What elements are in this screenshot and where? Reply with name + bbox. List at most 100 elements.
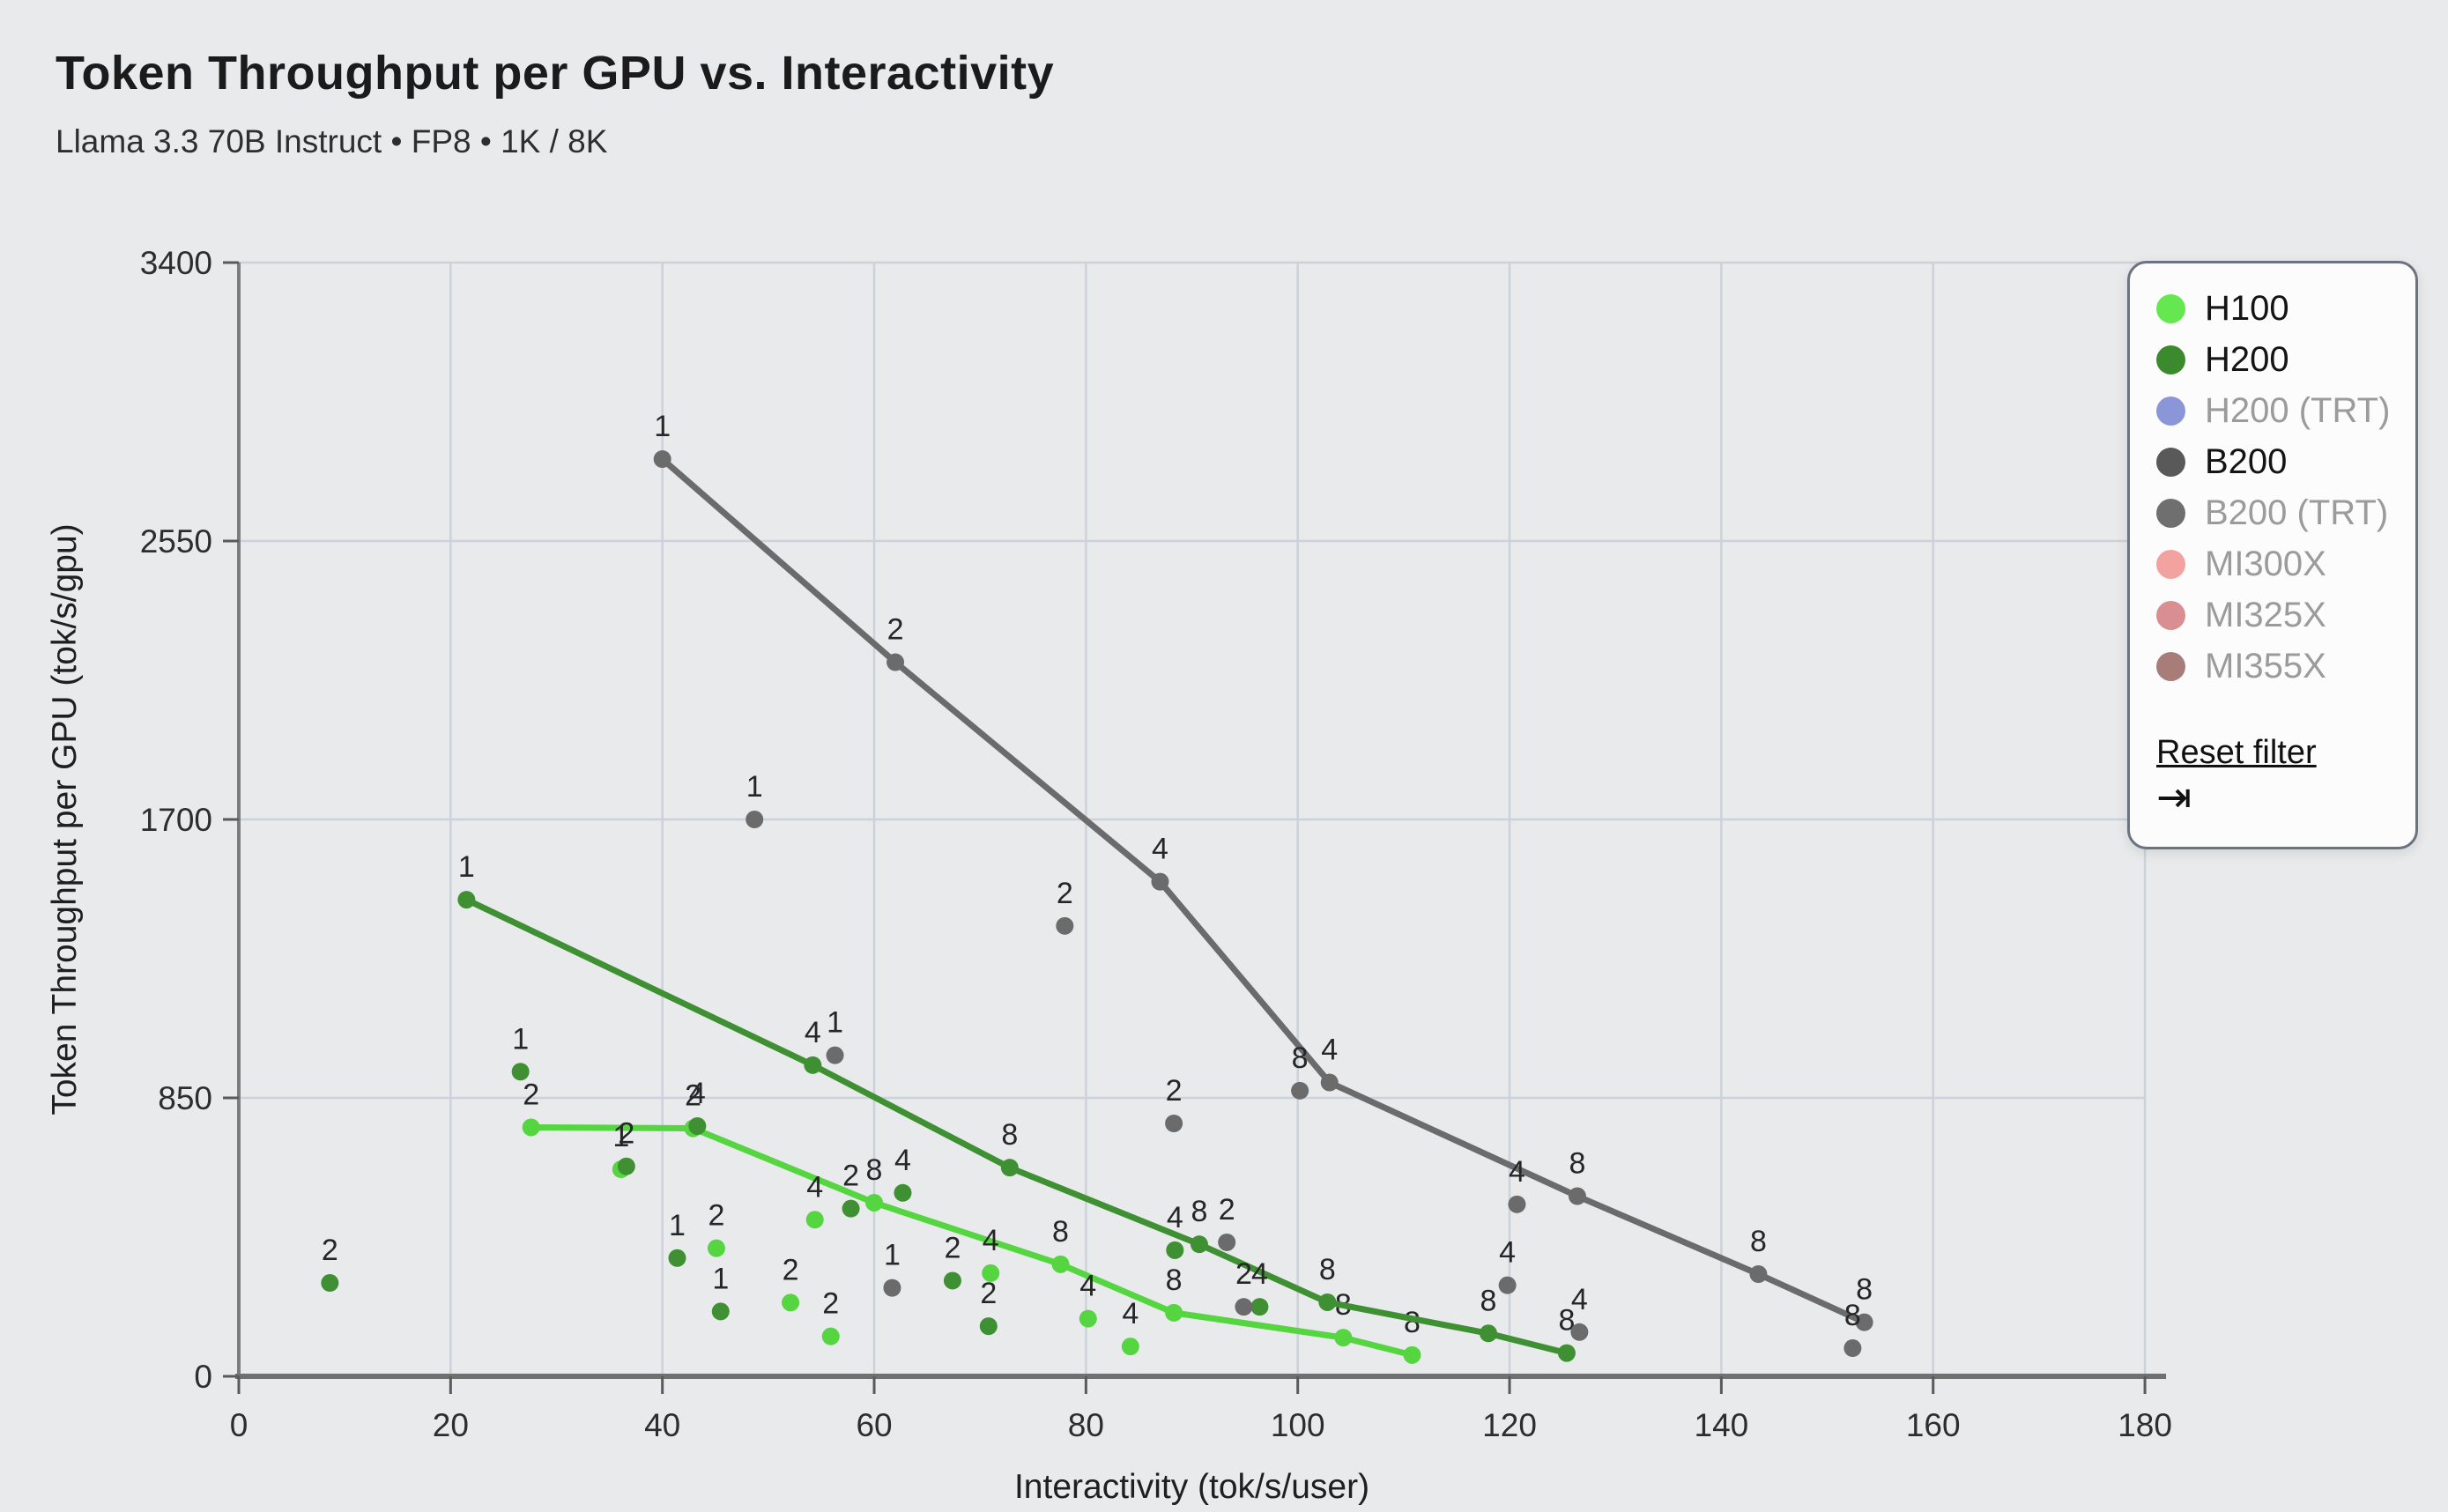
data-point-label: 1 bbox=[654, 410, 671, 443]
page-subtitle: Llama 3.3 70B Instruct • FP8 • 1K / 8K bbox=[56, 123, 608, 159]
data-point-label: 8 bbox=[1292, 1041, 1309, 1075]
data-point-h100 bbox=[522, 1118, 540, 1137]
data-point-b200 bbox=[1235, 1298, 1253, 1316]
legend-item-label: MI355X bbox=[2205, 646, 2326, 686]
data-point-h100 bbox=[805, 1211, 824, 1229]
data-point-label: 2 bbox=[618, 1117, 634, 1151]
data-point-b200 bbox=[826, 1046, 844, 1064]
legend-item-label: H200 (TRT) bbox=[2205, 390, 2391, 430]
x-axis-tick-label: 100 bbox=[1271, 1407, 1325, 1443]
data-point-h200 bbox=[711, 1302, 730, 1321]
data-point-b200 bbox=[1218, 1233, 1236, 1251]
data-point-label: 4 bbox=[1509, 1155, 1525, 1189]
data-point-b200 bbox=[1568, 1187, 1586, 1205]
data-point-h100 bbox=[1079, 1309, 1097, 1328]
data-point-label: 4 bbox=[1321, 1034, 1338, 1067]
data-point-label: 4 bbox=[689, 1077, 706, 1110]
data-point-label: 1 bbox=[612, 1120, 629, 1153]
data-point-label: 1 bbox=[512, 1022, 529, 1056]
data-point-label: 8 bbox=[1191, 1195, 1207, 1228]
data-point-b200 bbox=[1498, 1276, 1517, 1294]
data-point-label: 1 bbox=[669, 1209, 686, 1242]
legend-item-h200-trt[interactable]: H200 (TRT) bbox=[2156, 385, 2415, 436]
data-point-h200 bbox=[457, 891, 476, 909]
data-point-h200 bbox=[1190, 1235, 1208, 1254]
data-point-h100 bbox=[821, 1327, 840, 1345]
data-point-label: 8 bbox=[1404, 1306, 1421, 1339]
x-axis-tick-label: 20 bbox=[433, 1407, 469, 1443]
x-axis-tick-label: 180 bbox=[2118, 1407, 2172, 1443]
data-point-label: 4 bbox=[1122, 1297, 1139, 1330]
data-point-label: 2 bbox=[842, 1160, 859, 1193]
data-point-h100 bbox=[1165, 1303, 1183, 1322]
data-point-b200 bbox=[886, 653, 905, 671]
data-point-label: 2 bbox=[783, 1253, 799, 1286]
data-point-label: 4 bbox=[1167, 1201, 1183, 1234]
data-point-label: 4 bbox=[1152, 833, 1168, 866]
data-point-b200 bbox=[1291, 1081, 1309, 1100]
data-point-b200 bbox=[653, 450, 671, 469]
x-axis-tick-label: 140 bbox=[1695, 1407, 1749, 1443]
y-axis-title: Token Throughput per GPU (tok/s/gpu) bbox=[46, 523, 84, 1115]
x-axis-tick-label: 80 bbox=[1068, 1407, 1104, 1443]
data-point-label: 1 bbox=[884, 1239, 901, 1272]
legend-item-label: MI300X bbox=[2205, 544, 2326, 583]
data-point-label: 1 bbox=[458, 850, 475, 884]
data-point-h200 bbox=[1166, 1241, 1184, 1259]
data-point-label: 2 bbox=[1057, 877, 1073, 910]
data-point-b200 bbox=[1855, 1313, 1873, 1331]
data-point-label: 2 bbox=[1166, 1074, 1183, 1108]
data-point-label: 2 bbox=[708, 1199, 725, 1233]
data-point-label: 8 bbox=[866, 1153, 883, 1187]
data-point-label: 2 bbox=[1219, 1193, 1235, 1227]
data-point-b200 bbox=[746, 810, 764, 828]
legend-items: H100 H200 H200 (TRT) B200 B200 (TRT) MI300X MI… bbox=[2156, 283, 2415, 692]
legend-item-h200[interactable]: H200 bbox=[2156, 334, 2415, 385]
data-point-h100 bbox=[1051, 1255, 1070, 1273]
data-point-label: 2 bbox=[822, 1287, 839, 1321]
legend-item-mi355x[interactable]: MI355X bbox=[2156, 641, 2415, 692]
legend-swatch-icon bbox=[2156, 549, 2185, 579]
data-point-h200 bbox=[1318, 1293, 1337, 1311]
data-point-label: 4 bbox=[1079, 1270, 1096, 1303]
data-point-h100 bbox=[1334, 1329, 1353, 1347]
data-point-h200 bbox=[894, 1183, 912, 1202]
data-point-b200 bbox=[1570, 1323, 1589, 1341]
data-point-label: 2 bbox=[980, 1277, 997, 1310]
legend-item-mi325x[interactable]: MI325X bbox=[2156, 589, 2415, 641]
data-point-h200 bbox=[804, 1056, 822, 1074]
data-point-h100 bbox=[1121, 1338, 1139, 1356]
collapse-legend-icon[interactable]: ⇥ bbox=[2156, 775, 2192, 821]
legend-item-label: B200 (TRT) bbox=[2205, 493, 2389, 532]
data-point-b200 bbox=[1165, 1114, 1183, 1132]
y-axis-tick-label: 0 bbox=[194, 1359, 212, 1395]
reset-filter-link[interactable]: Reset filter bbox=[2156, 734, 2317, 771]
data-point-b200 bbox=[883, 1279, 901, 1297]
legend-item-mi300x[interactable]: MI300X bbox=[2156, 538, 2415, 589]
data-point-h200 bbox=[617, 1157, 635, 1175]
legend-panel: H100 H200 H200 (TRT) B200 B200 (TRT) MI300X MI… bbox=[2127, 261, 2418, 849]
data-point-label: 4 bbox=[983, 1224, 999, 1257]
legend-item-b200[interactable]: B200 bbox=[2156, 436, 2415, 487]
legend-item-b200-trt[interactable]: B200 (TRT) bbox=[2156, 487, 2415, 538]
data-point-h200 bbox=[1480, 1324, 1498, 1343]
legend-swatch-icon bbox=[2156, 396, 2185, 426]
legend-swatch-icon bbox=[2156, 498, 2185, 528]
legend-item-label: H100 bbox=[2205, 288, 2289, 328]
data-point-label: 2 bbox=[523, 1078, 539, 1111]
x-axis-tick-label: 60 bbox=[856, 1407, 892, 1443]
data-point-label: 4 bbox=[1571, 1283, 1588, 1316]
data-point-label: 8 bbox=[1052, 1215, 1069, 1249]
data-point-h200 bbox=[1000, 1159, 1019, 1177]
data-point-label: 8 bbox=[1558, 1304, 1575, 1338]
data-point-h200 bbox=[842, 1199, 860, 1218]
legend-swatch-icon bbox=[2156, 293, 2185, 323]
legend-item-label: H200 bbox=[2205, 339, 2289, 379]
page-title: Token Throughput per GPU vs. Interactivi… bbox=[56, 47, 1055, 100]
data-point-b200 bbox=[1151, 872, 1169, 891]
data-point-label: 4 bbox=[1499, 1236, 1516, 1270]
legend-item-h100[interactable]: H100 bbox=[2156, 283, 2415, 334]
data-point-label: 4 bbox=[894, 1144, 911, 1177]
